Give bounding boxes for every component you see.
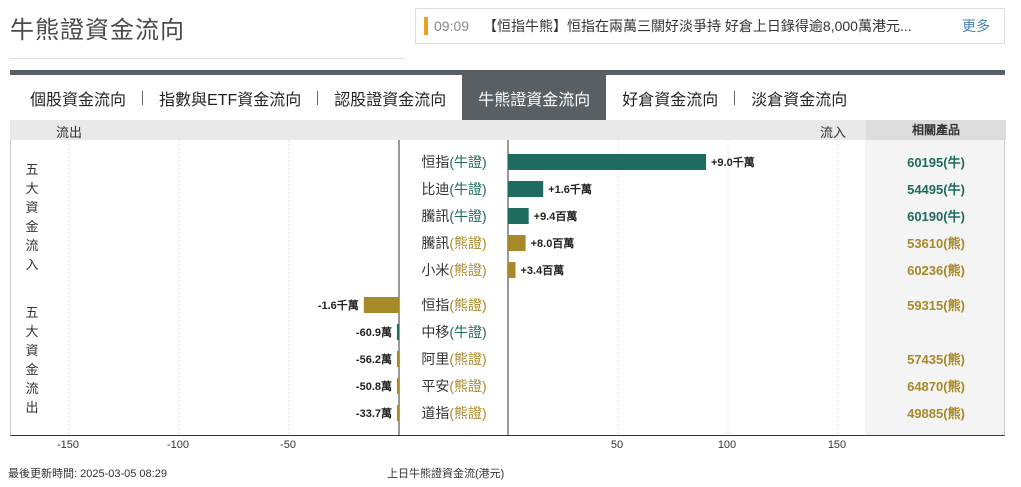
related-product-link[interactable]: 60236(熊) [907,263,965,278]
chart-caption: 上日牛熊證資金流(港元) [387,468,505,480]
page-title: 牛熊證資金流向 [10,17,185,44]
news-ticker[interactable]: 09:09 【恒指牛熊】恒指在兩萬三關好淡爭持 好倉上日錄得逾8,000萬港元.… [415,8,1005,44]
related-product-link[interactable]: 53610(熊) [907,236,965,251]
inflow-group-label: 五大資金流入 [25,162,39,272]
bar-value-label: +3.4百萬 [520,263,564,277]
x-tick-label: 50 [610,439,624,451]
related-product-link[interactable]: 59315(熊) [907,298,965,313]
flow-chart: 恒指(牛證) +9.0千萬 60195(牛) 比迪(牛證) +1.6千萬 54495(牛)… [10,140,1005,436]
tab-cbbc-flow[interactable]: 牛熊證資金流向 [462,75,607,120]
outflow-group-label: 五大資金流出 [25,305,39,415]
bar-value-label: -60.9萬 [356,325,392,339]
tab-long-flow[interactable]: 好倉資金流向 [622,91,719,109]
related-product-link[interactable]: 54495(牛) [907,182,965,197]
x-tick-label: -50 [280,439,296,451]
related-product-link[interactable]: 60195(牛) [907,155,965,170]
x-tick-label: -100 [166,439,190,451]
x-tick-label: -150 [56,439,80,451]
tabs-top-bar [10,70,1005,75]
stock-name-label: 平安(熊證) [421,378,486,394]
stock-name-label: 小米(熊證) [421,262,486,278]
inflow-bar [508,208,529,224]
tab-separator [734,90,736,105]
ticker-accent-bar [424,17,428,35]
stock-name-label: 恒指(牛證) [421,154,486,170]
x-tick-label: 150 [827,439,847,451]
bar-value-label: +8.0百萬 [531,236,575,250]
stock-name-label: 騰訊(熊證) [421,235,486,251]
bar-value-label: -50.8萬 [356,379,392,393]
tab-separator [142,90,144,105]
tab-index-etf-flow[interactable]: 指數與ETF資金流向 [159,91,302,109]
stock-name-label: 中移(牛證) [421,324,486,340]
related-products-header: 相關產品 [866,120,1006,140]
ticker-time: 09:09 [434,18,470,34]
tab-short-flow[interactable]: 淡倉資金流向 [751,91,848,109]
ticker-headline[interactable]: 【恒指牛熊】恒指在兩萬三關好淡爭持 好倉上日錄得逾8,000萬港元... [483,18,912,34]
related-product-link[interactable]: 60190(牛) [907,209,965,224]
x-tick-label: 100 [717,439,737,451]
stock-name-label: 道指(熊證) [421,405,486,421]
inflow-bar [508,154,706,170]
last-updated: 最後更新時間: 2025-03-05 08:29 [8,468,167,480]
stock-name-label: 騰訊(牛證) [421,208,486,224]
tab-stock-flow[interactable]: 個股資金流向 [30,91,127,109]
stock-name-label: 恒指(熊證) [421,297,486,313]
inflow-bar [508,235,526,251]
inflow-header: 流入 [820,125,847,140]
bar-value-label: -56.2萬 [356,352,392,366]
outflow-bar [363,297,399,313]
x-axis-ticks: -150 -100 -50 50 100 150 [10,439,1005,455]
outflow-bar [397,378,399,394]
column-header: 流出 流入 相關產品 [10,120,1006,140]
outflow-bar [397,324,399,340]
related-product-link[interactable]: 64870(熊) [907,379,965,394]
inflow-bar [508,262,516,278]
bar-value-label: -33.7萬 [356,406,392,420]
tab-warrant-flow[interactable]: 認股證資金流向 [334,91,447,109]
header-divider [10,58,404,59]
stock-name-label: 比迪(牛證) [421,181,486,197]
stock-name-label: 阿里(熊證) [421,351,486,367]
bar-value-label: +9.4百萬 [534,209,578,223]
flow-chart-svg: 恒指(牛證) +9.0千萬 60195(牛) 比迪(牛證) +1.6千萬 54495(牛)… [68,140,965,436]
more-link[interactable]: 更多 [962,18,990,34]
outflow-bar [397,405,399,421]
outflow-bar [397,351,399,367]
related-product-link[interactable]: 49885(熊) [907,406,965,421]
related-products-column [865,140,1005,436]
related-product-link[interactable]: 57435(熊) [907,352,965,367]
bar-value-label: +1.6千萬 [548,182,592,196]
tab-separator [317,90,319,105]
inflow-bar [508,181,544,197]
bar-value-label: +9.0千萬 [711,155,755,169]
tab-bar: 個股資金流向 指數與ETF資金流向 認股證資金流向 牛熊證資金流向 好倉資金流向… [10,75,1005,120]
bar-value-label: -1.6千萬 [318,298,359,312]
outflow-header: 流出 [56,125,83,140]
